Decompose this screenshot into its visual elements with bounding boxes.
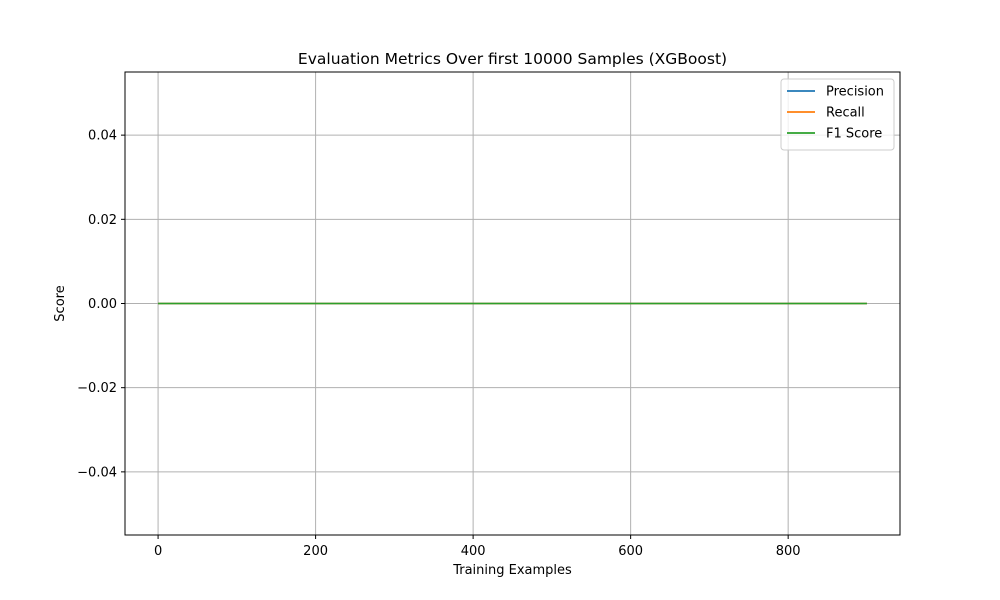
x-tick-label: 600 xyxy=(618,544,643,559)
x-axis-label: Training Examples xyxy=(452,563,572,578)
chart-title: Evaluation Metrics Over first 10000 Samp… xyxy=(298,50,727,68)
y-axis-ticks: −0.04 −0.02 0.00 0.02 0.04 xyxy=(77,129,125,480)
x-tick-label: 0 xyxy=(154,544,162,559)
y-tick-label: −0.04 xyxy=(77,465,117,480)
x-tick-label: 800 xyxy=(776,544,801,559)
x-tick-label: 400 xyxy=(461,544,486,559)
y-tick-label: 0.02 xyxy=(88,213,117,228)
y-axis-label: Score xyxy=(53,285,68,321)
y-tick-label: 0.04 xyxy=(88,129,117,144)
legend-label: F1 Score xyxy=(826,127,882,142)
legend-label: Precision xyxy=(826,85,884,100)
y-tick-label: −0.02 xyxy=(77,381,117,396)
y-tick-label: 0.00 xyxy=(88,297,117,312)
x-axis-ticks: 0 200 400 600 800 xyxy=(154,535,801,559)
x-tick-label: 200 xyxy=(303,544,328,559)
legend: Precision Recall F1 Score xyxy=(780,78,895,151)
legend-label: Recall xyxy=(826,106,865,121)
